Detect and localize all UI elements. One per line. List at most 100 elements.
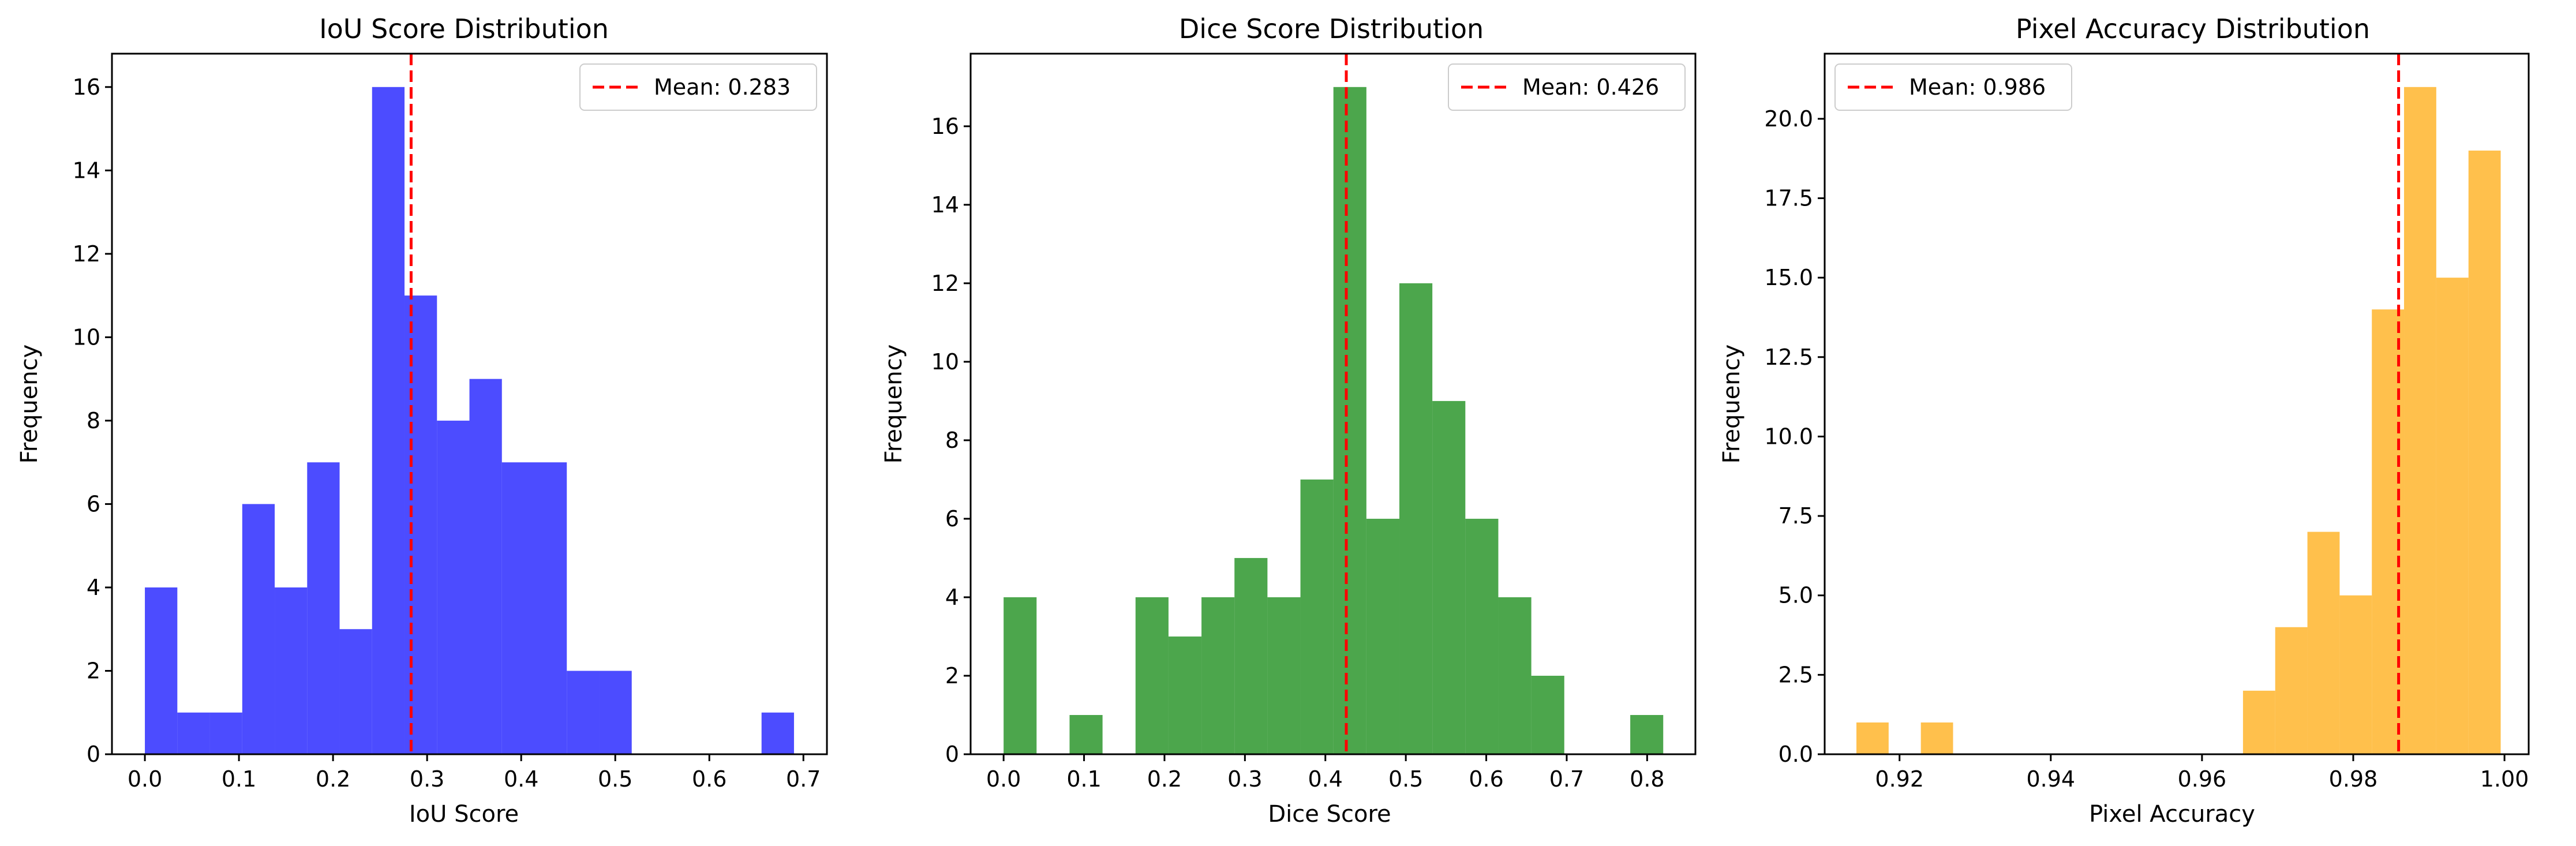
x-tick-label: 0.8 <box>1630 766 1664 792</box>
y-axis-label: Frequency <box>1718 345 1745 464</box>
x-tick-label: 0.3 <box>410 766 444 792</box>
histogram-bar <box>1267 597 1301 754</box>
histogram-bar <box>275 587 308 754</box>
legend: Mean: 0.426 <box>1448 63 1686 111</box>
y-tick-label: 16 <box>73 74 100 100</box>
y-axis-ticks: 0.0 2.5 5.0 7.5 10.0 12.5 15.0 17.5 20.0 <box>1764 106 1825 767</box>
x-axis-label: IoU Score <box>409 801 519 828</box>
histogram-bar <box>1531 675 1564 754</box>
x-tick-label: 0.5 <box>598 766 632 792</box>
histogram-bar <box>1399 283 1433 754</box>
legend-label: Mean: 0.426 <box>1522 74 1659 100</box>
y-tick-label: 12 <box>73 241 100 267</box>
y-tick-label: 10 <box>73 324 100 350</box>
x-tick-label: 0.7 <box>786 766 821 792</box>
y-tick-label: 0 <box>945 742 959 767</box>
x-axis-ticks: 0.92 0.94 0.96 0.98 1.00 <box>1875 754 2529 792</box>
y-tick-label: 5.0 <box>1779 583 1813 608</box>
histogram-bar <box>2436 278 2469 754</box>
x-tick-label: 0.94 <box>2027 766 2076 792</box>
histogram-bar <box>405 295 437 754</box>
y-tick-label: 15.0 <box>1764 265 1813 290</box>
histogram-bar <box>372 87 405 754</box>
histogram-bar <box>2307 531 2340 754</box>
y-axis-label: Frequency <box>16 345 43 464</box>
y-tick-label: 4 <box>945 585 959 610</box>
histogram-bar <box>1168 636 1202 754</box>
axes-frame <box>1824 53 2530 755</box>
y-tick-label: 4 <box>87 575 100 600</box>
x-tick-label: 0.1 <box>1066 766 1101 792</box>
panel-dice: Dice Score Distribution 0.0 0.1 0.2 0.3 0.4 0… <box>881 13 1697 828</box>
y-tick-label: 17.5 <box>1764 186 1813 211</box>
y-tick-label: 14 <box>73 158 100 183</box>
x-tick-label: 0.4 <box>1308 766 1343 792</box>
y-tick-label: 8 <box>87 408 100 433</box>
y-tick-label: 14 <box>931 192 959 218</box>
y-tick-label: 10.0 <box>1764 424 1813 449</box>
x-tick-label: 1.00 <box>2480 766 2529 792</box>
histogram-bar <box>1135 597 1169 754</box>
histogram-bar <box>1856 722 1889 754</box>
y-axis-label: Frequency <box>881 345 907 464</box>
x-tick-label: 0.98 <box>2329 766 2378 792</box>
panel-iou: IoU Score Distribution 0.0 0.1 0.2 0.3 0.4 0.… <box>16 13 828 828</box>
histogram-bar <box>1920 722 1953 754</box>
histogram-bar <box>1366 518 1400 754</box>
histogram-bar <box>307 462 340 754</box>
legend: Mean: 0.283 <box>579 63 817 111</box>
histogram-bar <box>1465 518 1499 754</box>
histogram-bar <box>437 420 470 754</box>
histogram-bar <box>761 712 794 754</box>
y-tick-label: 10 <box>931 349 959 375</box>
histogram-bar <box>1004 597 1037 754</box>
legend-label: Mean: 0.986 <box>1909 74 2046 100</box>
y-tick-label: 7.5 <box>1779 503 1813 529</box>
x-tick-label: 0.92 <box>1875 766 1924 792</box>
chart-title: IoU Score Distribution <box>319 13 609 44</box>
x-axis-ticks: 0.0 0.1 0.2 0.3 0.4 0.5 0.6 0.7 <box>128 754 821 792</box>
histogram-bars <box>1004 87 1664 754</box>
histogram-bar <box>599 671 632 754</box>
legend-box <box>579 63 817 111</box>
histogram-bar <box>1432 400 1466 754</box>
legend: Mean: 0.986 <box>1834 63 2072 111</box>
y-tick-label: 16 <box>931 114 959 139</box>
axes-frame <box>969 53 1697 755</box>
histogram-bar <box>1333 87 1366 754</box>
histogram-bar <box>469 379 502 754</box>
axes-frame <box>111 53 828 755</box>
histogram-bar <box>1498 597 1532 754</box>
histogram-bar <box>567 671 600 754</box>
y-tick-label: 0 <box>87 742 100 767</box>
histogram-bar <box>534 462 567 754</box>
histogram-bar <box>1234 557 1268 754</box>
histogram-bar <box>1201 597 1235 754</box>
y-tick-label: 6 <box>945 506 959 531</box>
histogram-bar <box>2339 595 2372 754</box>
x-tick-label: 0.3 <box>1227 766 1262 792</box>
y-tick-label: 6 <box>87 491 100 516</box>
x-tick-label: 0.2 <box>1147 766 1182 792</box>
y-axis-ticks: 0 2 4 6 8 10 12 14 16 <box>931 114 971 767</box>
y-tick-label: 0.0 <box>1779 742 1813 767</box>
histogram-bar <box>177 712 210 754</box>
x-tick-label: 0.2 <box>316 766 350 792</box>
x-tick-label: 0.7 <box>1549 766 1584 792</box>
histogram-bar <box>2404 87 2436 754</box>
histogram-bar <box>1630 714 1664 754</box>
histogram-bar <box>1069 714 1103 754</box>
y-tick-label: 2 <box>945 663 959 688</box>
legend-box <box>1448 63 1686 111</box>
histogram-bar <box>501 462 534 754</box>
y-tick-label: 12.5 <box>1764 345 1813 370</box>
y-tick-label: 8 <box>945 428 959 453</box>
x-tick-label: 0.1 <box>222 766 256 792</box>
histogram-bar <box>145 587 178 754</box>
x-tick-label: 0.6 <box>692 766 727 792</box>
x-tick-label: 0.96 <box>2178 766 2227 792</box>
histogram-bars <box>1856 87 2501 755</box>
x-axis-ticks: 0.0 0.1 0.2 0.3 0.4 0.5 0.6 0.7 0.8 <box>986 754 1665 792</box>
x-axis-label: Pixel Accuracy <box>2089 801 2255 828</box>
